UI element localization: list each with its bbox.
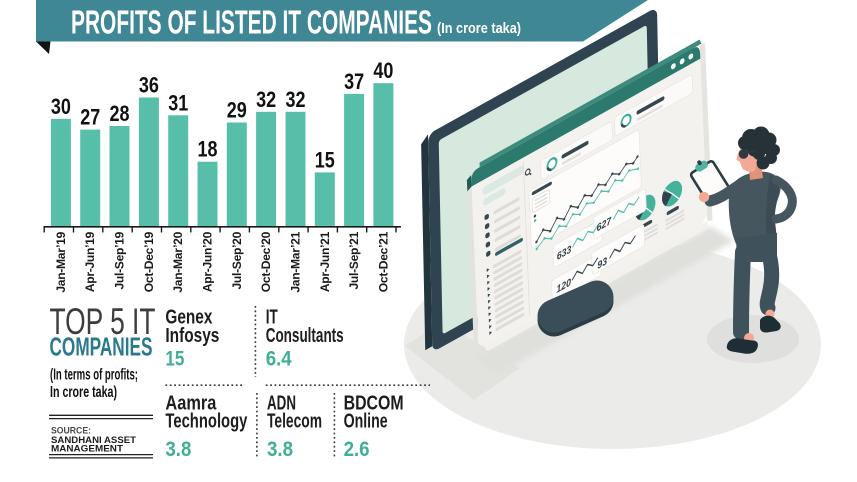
svg-text:MANAGEMENT: MANAGEMENT [51, 443, 123, 454]
svg-text:(In crore taka): (In crore taka) [437, 20, 521, 37]
svg-text:3.8: 3.8 [165, 438, 191, 461]
svg-text:SOURCE:: SOURCE: [51, 426, 91, 436]
svg-text:31: 31 [168, 90, 188, 115]
svg-text:28: 28 [110, 101, 130, 126]
svg-text:BDCOM: BDCOM [344, 393, 404, 415]
svg-text:15: 15 [315, 147, 335, 172]
svg-text:COMPANIES: COMPANIES [50, 334, 153, 362]
svg-text:Oct-Dec’19: Oct-Dec’19 [142, 231, 156, 292]
svg-text:93: 93 [597, 256, 608, 273]
svg-text:Jul-Sep’19: Jul-Sep’19 [113, 231, 127, 289]
svg-text:27: 27 [80, 105, 100, 130]
svg-text:SANDHANI ASSET: SANDHANI ASSET [51, 435, 136, 446]
svg-text:Aamra: Aamra [165, 393, 217, 415]
svg-text:Technology: Technology [165, 411, 248, 433]
svg-text:Jul-Sep’20: Jul-Sep’20 [230, 231, 244, 289]
svg-text:15: 15 [165, 348, 184, 371]
svg-text:Infosys: Infosys [165, 325, 219, 347]
svg-text:Apr-Jun’20: Apr-Jun’20 [201, 231, 215, 292]
svg-text:3.8: 3.8 [267, 438, 293, 461]
svg-text:32: 32 [256, 87, 276, 112]
svg-text:(In terms of profits;: (In terms of profits; [50, 367, 138, 384]
svg-text:30: 30 [51, 94, 71, 119]
svg-text:Jul-Sep’21: Jul-Sep’21 [347, 231, 361, 289]
svg-text:Online: Online [344, 411, 388, 433]
svg-text:IT: IT [266, 307, 278, 329]
svg-text:6.4: 6.4 [266, 348, 292, 371]
svg-text:TOP 5 IT: TOP 5 IT [50, 301, 156, 342]
svg-text:ADN: ADN [267, 393, 296, 415]
svg-text:29: 29 [227, 98, 247, 123]
svg-text:Jan-Mar’19: Jan-Mar’19 [54, 231, 68, 292]
svg-text:40: 40 [373, 58, 393, 83]
svg-text:18: 18 [198, 137, 218, 162]
svg-text:37: 37 [344, 69, 364, 94]
svg-text:Telecom: Telecom [267, 411, 322, 433]
svg-text:Oct-Dec’20: Oct-Dec’20 [259, 231, 273, 292]
svg-text:PROFITS OF LISTED IT COMPANIES: PROFITS OF LISTED IT COMPANIES [71, 5, 432, 42]
svg-text:Oct-Dec’21: Oct-Dec’21 [376, 231, 390, 292]
svg-text:36: 36 [139, 73, 159, 98]
svg-text:Apr-Jun’19: Apr-Jun’19 [83, 231, 97, 292]
svg-text:Apr-Jun’21: Apr-Jun’21 [318, 231, 332, 292]
svg-text:In crore taka): In crore taka) [50, 384, 117, 401]
svg-text:Genex: Genex [165, 307, 212, 329]
svg-text:32: 32 [286, 87, 306, 112]
svg-text:Jan-Mar’20: Jan-Mar’20 [171, 231, 185, 292]
svg-text:2.6: 2.6 [344, 438, 370, 461]
svg-text:Jan-Mar’21: Jan-Mar’21 [289, 231, 303, 292]
svg-text:Consultants: Consultants [266, 325, 344, 347]
